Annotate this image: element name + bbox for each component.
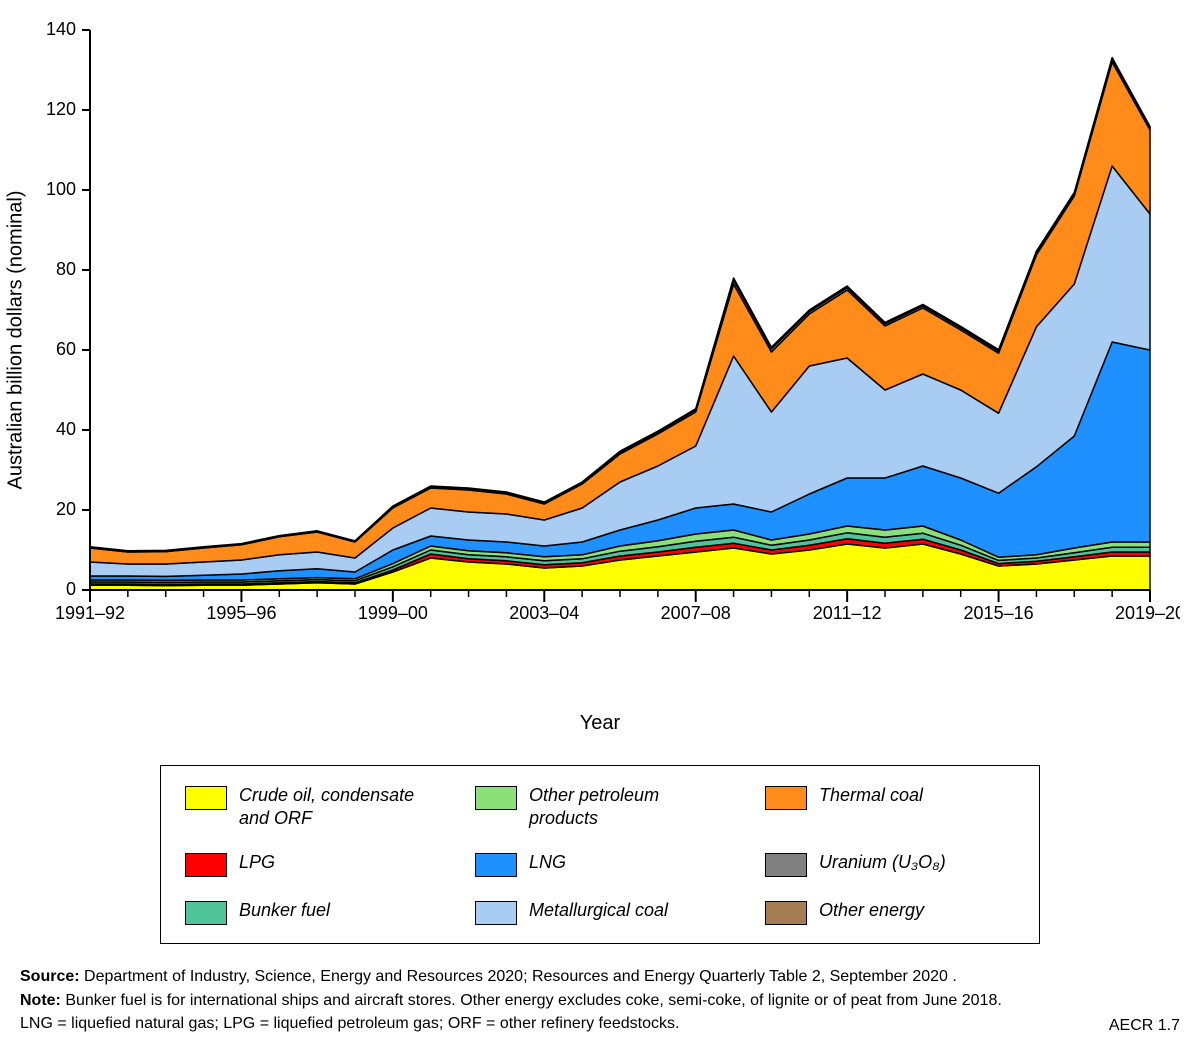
- legend: Crude oil, condensate and ORF Other petro…: [160, 765, 1040, 944]
- x-tick-label: 1999–00: [358, 603, 428, 623]
- y-tick-label: 140: [46, 20, 76, 39]
- legend-swatch: [185, 786, 227, 810]
- note-text: Bunker fuel is for international ships a…: [61, 992, 1002, 1009]
- legend-label: Other energy: [819, 899, 924, 922]
- figure-container: Australian billion dollars (nominal) 020…: [20, 20, 1180, 1035]
- x-tick-label: 1995–96: [206, 603, 276, 623]
- legend-label: Other petroleum products: [529, 784, 725, 829]
- legend-item-lng: LNG: [475, 851, 725, 877]
- chart-area: Australian billion dollars (nominal) 020…: [20, 20, 1180, 660]
- x-tick-label: 2019–20: [1115, 603, 1180, 623]
- y-axis-label: Australian billion dollars (nominal): [5, 190, 28, 489]
- source-lead: Source:: [20, 968, 80, 985]
- legend-swatch: [475, 853, 517, 877]
- x-tick-label: 2011–12: [813, 603, 882, 623]
- legend-item-lpg: LPG: [185, 851, 435, 877]
- legend-swatch: [765, 853, 807, 877]
- legend-item-other_petrol: Other petroleum products: [475, 784, 725, 829]
- y-tick-label: 40: [56, 419, 76, 439]
- legend-item-crude_oil: Crude oil, condensate and ORF: [185, 784, 435, 829]
- y-tick-label: 100: [46, 179, 76, 199]
- legend-label: Bunker fuel: [239, 899, 330, 922]
- legend-label: Crude oil, condensate and ORF: [239, 784, 435, 829]
- legend-item-other_energy: Other energy: [765, 899, 1015, 925]
- legend-label: LPG: [239, 851, 275, 874]
- legend-label: Thermal coal: [819, 784, 923, 807]
- y-tick-label: 20: [56, 499, 76, 519]
- x-tick-label: 2007–08: [661, 603, 731, 623]
- y-tick-label: 0: [66, 579, 76, 599]
- legend-swatch: [765, 901, 807, 925]
- x-tick-label: 1991–92: [55, 603, 125, 623]
- x-tick-label: 2003–04: [509, 603, 579, 623]
- legend-item-met_coal: Metallurgical coal: [475, 899, 725, 925]
- source-text: Department of Industry, Science, Energy …: [80, 968, 957, 985]
- legend-item-uranium: Uranium (U₃O₈): [765, 851, 1015, 877]
- legend-item-thermal_coal: Thermal coal: [765, 784, 1015, 829]
- x-tick-label: 2015–16: [964, 603, 1034, 623]
- abbrev-text: LNG = liquefied natural gas; LPG = lique…: [20, 1015, 679, 1032]
- legend-swatch: [475, 901, 517, 925]
- y-tick-label: 60: [56, 339, 76, 359]
- legend-swatch: [185, 901, 227, 925]
- y-tick-label: 120: [46, 99, 76, 119]
- legend-label: LNG: [529, 851, 566, 874]
- y-tick-label: 80: [56, 259, 76, 279]
- legend-swatch: [185, 853, 227, 877]
- legend-swatch: [765, 786, 807, 810]
- stacked-area-chart: 0 20 40 60 80 100 120 140 1991–92 1995–96 1999–00 2…: [20, 20, 1180, 650]
- legend-swatch: [475, 786, 517, 810]
- x-axis-label: Year: [20, 712, 1180, 735]
- note-lead: Note:: [20, 992, 61, 1009]
- legend-label: Metallurgical coal: [529, 899, 668, 922]
- legend-item-bunker: Bunker fuel: [185, 899, 435, 925]
- legend-label: Uranium (U₃O₈): [819, 851, 946, 874]
